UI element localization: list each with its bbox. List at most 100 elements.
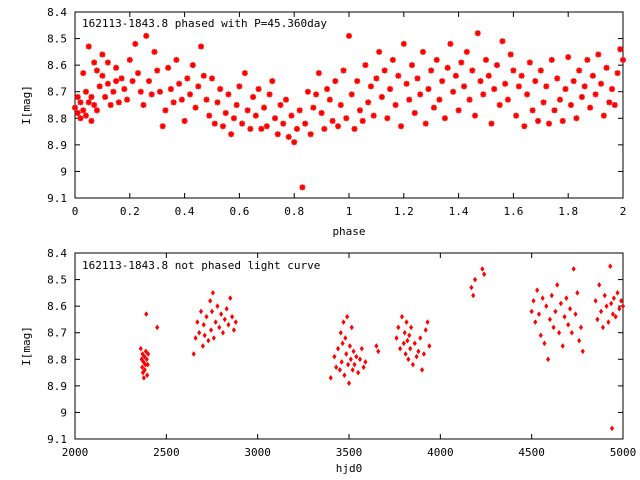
phased-data-point <box>258 125 265 132</box>
phased-data-point <box>228 131 235 138</box>
phased-data-point <box>529 107 536 114</box>
phased-data-point <box>441 115 448 122</box>
unphased-y-tick-label: 8.5 <box>47 274 67 287</box>
phased-data-point <box>556 96 563 103</box>
unphased-data-point <box>233 319 238 326</box>
phased-data-point <box>293 125 300 132</box>
phased-x-tick-label: 0.4 <box>175 205 195 218</box>
phased-y-tick-label: 8.6 <box>47 59 67 72</box>
phased-data-point <box>376 48 383 55</box>
phased-data-point <box>239 120 246 127</box>
phased-data-point <box>88 94 95 101</box>
phased-data-point <box>261 104 268 111</box>
phased-data-point <box>110 88 117 95</box>
unphased-data-point <box>394 335 399 341</box>
phased-data-point <box>104 59 111 66</box>
phased-data-point <box>606 99 613 106</box>
phased-data-point <box>466 96 473 103</box>
phased-data-point <box>72 104 78 111</box>
unphased-data-point <box>423 327 428 333</box>
phased-data-point <box>447 40 454 47</box>
phased-data-point <box>118 75 125 82</box>
unphased-data-point <box>609 300 614 307</box>
unphased-data-point <box>562 313 567 320</box>
phased-data-point <box>80 70 87 77</box>
phased-data-point <box>225 91 232 98</box>
unphased-x-tick-label: 4000 <box>427 446 454 459</box>
phased-data-point <box>502 80 509 87</box>
phased-data-point <box>151 48 158 55</box>
phased-data-point <box>209 75 215 82</box>
phased-data-point <box>587 104 594 111</box>
phased-data-point <box>326 96 333 103</box>
unphased-data-point <box>332 353 337 360</box>
phased-data-point <box>469 67 476 74</box>
unphased-data-point <box>193 335 198 341</box>
phased-data-point <box>74 109 81 116</box>
phased-data-point <box>346 32 352 39</box>
unphased-data-point <box>342 372 347 379</box>
unphased-data-point <box>198 308 204 315</box>
unphased-data-point <box>580 348 585 355</box>
phased-y-tick-label: 8.9 <box>47 139 67 152</box>
unphased-data-point <box>334 364 339 371</box>
unphased-data-point <box>328 374 333 381</box>
unphased-data-point <box>529 308 534 315</box>
phased-data-point <box>554 75 561 82</box>
phased-data-point <box>387 86 394 93</box>
phased-data-point <box>474 30 481 37</box>
phased-data-point <box>269 78 276 85</box>
unphased-data-point <box>197 329 202 336</box>
unphased-x-axis-label: hjd0 <box>336 462 363 475</box>
phased-data-point <box>510 67 517 74</box>
unphased-data-point <box>558 300 564 307</box>
phased-data-point <box>576 67 583 74</box>
unphased-data-point <box>361 364 366 371</box>
unphased-data-point <box>140 364 145 371</box>
phased-panel: 162113-1843.8 phased with P=45.360day ph… <box>20 6 626 238</box>
phased-data-point <box>359 117 366 124</box>
phased-data-point <box>537 67 544 74</box>
phased-data-point <box>307 131 314 138</box>
phased-data-point <box>302 120 309 127</box>
phased-data-point <box>439 78 446 85</box>
phased-data-point <box>107 102 114 108</box>
unphased-data-point <box>408 345 413 352</box>
phased-data-point <box>187 91 194 98</box>
phased-data-point <box>102 94 109 101</box>
unphased-data-point <box>604 303 609 310</box>
phased-data-point <box>551 107 558 114</box>
phased-data-point <box>277 102 284 108</box>
phased-data-point <box>203 96 210 103</box>
unphased-data-point <box>427 343 432 349</box>
unphased-data-point <box>577 337 582 344</box>
phased-x-tick-label: 0.8 <box>284 205 304 218</box>
phased-data-point <box>378 94 385 101</box>
phased-data-point <box>584 56 591 63</box>
phased-data-point <box>154 67 161 74</box>
unphased-data-point <box>219 311 224 318</box>
unphased-data-point <box>398 345 403 352</box>
phased-x-tick-label: 1.6 <box>503 205 523 218</box>
phased-data-point <box>373 75 380 82</box>
phased-data-point <box>272 115 279 122</box>
phased-data-point <box>198 43 205 50</box>
phased-data-point <box>211 120 218 127</box>
unphased-data-point <box>350 366 355 373</box>
phased-data-point <box>156 88 163 95</box>
phased-data-point <box>321 125 328 132</box>
phased-data-point <box>384 115 391 122</box>
phased-data-point <box>337 102 344 108</box>
phased-data-point <box>222 109 229 116</box>
unphased-data-point <box>213 319 218 326</box>
unphased-data-point <box>354 353 359 360</box>
phased-data-point <box>137 88 144 95</box>
unphased-data-point <box>191 351 196 357</box>
phased-x-tick-label: 1 <box>346 205 353 218</box>
phased-data-point <box>263 123 270 130</box>
phased-x-tick-label: 1.8 <box>558 205 578 218</box>
phased-data-point <box>603 64 610 71</box>
phased-data-point <box>463 48 470 55</box>
phased-data-point <box>85 99 92 106</box>
phased-data-point <box>126 56 133 63</box>
